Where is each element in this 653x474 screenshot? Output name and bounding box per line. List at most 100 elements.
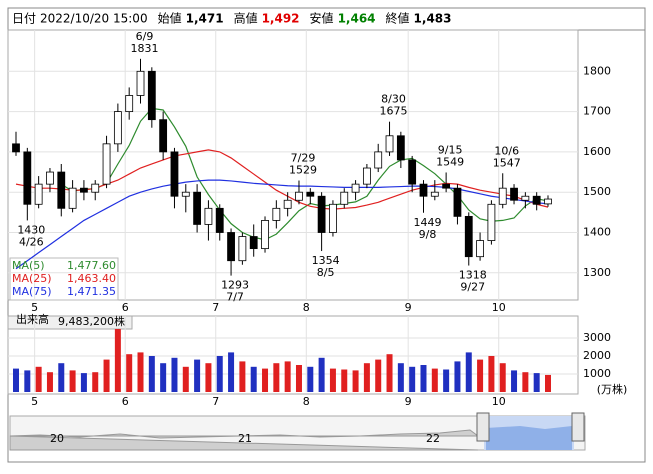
header-label: 日付 <box>12 12 36 26</box>
header-value: 1,464 <box>338 12 376 26</box>
annotation-date: 7/7 <box>226 291 244 304</box>
volume-bar <box>409 366 416 392</box>
x-tick-label: 10 <box>492 301 506 314</box>
volume-bar <box>295 365 302 392</box>
candle-body <box>215 207 224 233</box>
volume-bar <box>499 363 506 392</box>
volume-bar <box>431 368 438 392</box>
candle-body <box>249 236 258 250</box>
header-label: 安値 <box>310 11 334 26</box>
candle-body <box>23 151 32 205</box>
navigator-handle[interactable] <box>571 412 585 442</box>
volume-bar <box>465 352 472 392</box>
volume-bar <box>307 366 314 392</box>
volume-unit: (万株) <box>597 382 628 396</box>
candle-body <box>442 183 451 189</box>
volume-bar <box>24 370 31 392</box>
volume-bar <box>386 354 393 392</box>
x-tick-label: 5 <box>31 395 38 408</box>
legend-box <box>9 257 119 301</box>
annotation-value: 1449 <box>413 216 441 229</box>
navigator-label: 20 <box>50 432 64 445</box>
legend-value: 1,477.60 <box>67 259 116 272</box>
candle-body <box>181 191 190 197</box>
candle-body <box>272 207 281 221</box>
candle-body <box>147 70 156 121</box>
volume-bar <box>103 359 110 392</box>
candle-body <box>487 203 496 241</box>
x-tick-label: 9 <box>405 301 412 314</box>
y-tick-label: 1800 <box>583 64 611 77</box>
x-tick-label: 9 <box>405 395 412 408</box>
volume-bar <box>420 365 427 392</box>
candle-body <box>113 111 122 145</box>
volume-bar <box>69 370 76 392</box>
volume-bar <box>341 369 348 392</box>
candle-body <box>68 187 77 209</box>
annotation-date: 8/5 <box>317 266 335 279</box>
candle-body <box>408 159 417 185</box>
volume-bar <box>511 370 518 392</box>
candle-body <box>204 207 213 225</box>
volume-bar <box>273 363 280 392</box>
candle-body <box>498 187 507 205</box>
annotation-value: 1293 <box>221 279 249 292</box>
candle-body <box>340 191 349 205</box>
candle-body <box>419 183 428 197</box>
volume-total: 9,483,200株 <box>58 314 125 328</box>
candle-body <box>430 191 439 197</box>
candle-body <box>374 151 383 169</box>
annotation-date: 10/6 <box>494 144 519 157</box>
volume-bar <box>329 368 336 392</box>
candle-body <box>238 236 247 262</box>
annotation-date: 4/26 <box>19 235 44 248</box>
annotation-value: 1549 <box>436 155 464 168</box>
volume-bar <box>477 359 484 392</box>
navigator-handle[interactable] <box>476 412 490 442</box>
volume-bar <box>352 370 359 392</box>
annotation-date: 9/8 <box>419 228 437 241</box>
header-label: 高値 <box>234 11 258 26</box>
candle-body <box>351 183 360 193</box>
candle-body <box>136 70 145 96</box>
volume-bar <box>182 366 189 392</box>
x-tick-label: 10 <box>492 395 506 408</box>
volume-tick-label: 3000 <box>583 331 611 344</box>
volume-bar <box>148 356 155 392</box>
candle-body <box>80 187 88 193</box>
candle-body <box>295 191 303 201</box>
legend-name: MA(75) <box>12 285 52 298</box>
volume-bar <box>533 373 540 392</box>
annotation-date: 6/9 <box>136 30 154 43</box>
candle-body <box>34 183 43 205</box>
volume-bar <box>522 372 529 392</box>
candle-body <box>159 119 168 153</box>
legend-value: 1,471.35 <box>67 285 116 298</box>
volume-bar <box>80 373 87 392</box>
candle-body <box>544 198 552 205</box>
x-tick-label: 7 <box>212 301 219 314</box>
legend-value: 1,463.40 <box>67 272 116 285</box>
annotation-value: 1430 <box>17 223 45 236</box>
candle-body <box>170 151 179 197</box>
volume-header-box <box>7 315 133 330</box>
header-value: 1,483 <box>414 12 452 26</box>
header-value: 1,492 <box>262 12 300 26</box>
y-tick-label: 1500 <box>583 185 611 198</box>
volume-bar <box>126 354 133 392</box>
candle-body <box>362 167 371 185</box>
volume-bar <box>137 352 144 392</box>
annotation-value: 1675 <box>380 105 408 118</box>
volume-bar <box>443 369 450 392</box>
x-tick-label: 8 <box>303 395 310 408</box>
navigator-label: 22 <box>426 432 440 445</box>
volume-plot <box>7 315 579 395</box>
x-tick-label: 7 <box>212 395 219 408</box>
candle-body <box>532 195 541 205</box>
candle-body <box>306 191 315 197</box>
volume-bar <box>114 329 121 392</box>
annotation-date: 8/30 <box>381 93 406 106</box>
x-tick-label: 6 <box>122 301 129 314</box>
annotation-value: 1831 <box>131 42 159 55</box>
